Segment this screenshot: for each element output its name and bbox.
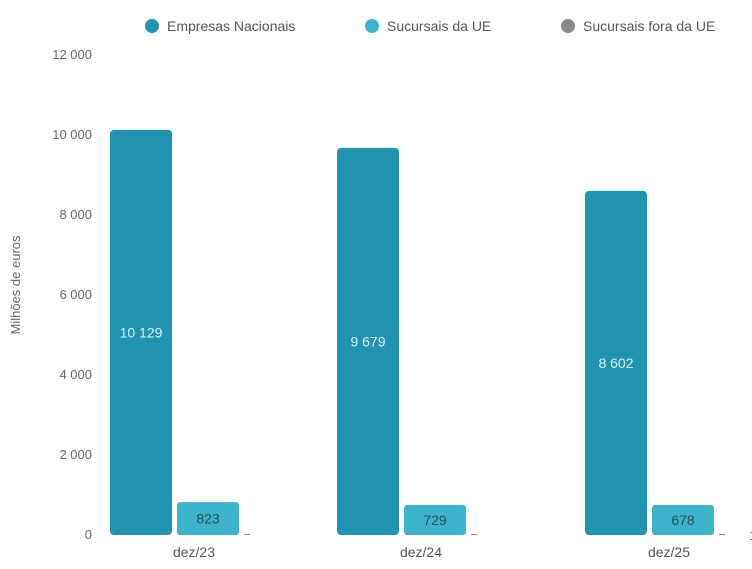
bar-group-dez-25: 8 602 678 1 — [585, 190, 752, 543]
data-label: 729 — [423, 512, 447, 528]
data-label: 1 — [749, 528, 752, 543]
legend-item-sucursais-fora-da-ue[interactable]: Sucursais fora da UE — [561, 18, 715, 34]
y-axis: 0 2 000 4 000 6 000 8 000 10 000 12 000 — [52, 47, 92, 542]
y-axis-label: Milhões de euros — [8, 235, 23, 334]
y-tick-label: 6 000 — [59, 287, 92, 302]
y-tick-label: 2 000 — [59, 447, 92, 462]
plot-area: 10 129 823 9 679 729 8 602 678 1 — [110, 129, 752, 543]
legend-item-sucursais-da-ue[interactable]: Sucursais da UE — [365, 18, 491, 34]
x-tick-label: dez/23 — [173, 544, 215, 560]
y-tick-label: 12 000 — [52, 47, 92, 62]
x-tick-label: dez/24 — [400, 544, 442, 560]
bar-sucursais-da-ue — [652, 505, 714, 535]
data-label: 9 679 — [350, 333, 385, 349]
bar-sucursais-da-ue — [177, 502, 239, 535]
y-tick-label: 10 000 — [52, 127, 92, 142]
y-tick-label: 0 — [85, 527, 92, 542]
data-label: 10 129 — [120, 324, 163, 340]
legend: Empresas Nacionais Sucursais da UE Sucursa… — [145, 18, 715, 34]
y-tick-label: 4 000 — [59, 367, 92, 382]
legend-label: Sucursais da UE — [387, 18, 491, 34]
bar-sucursais-fora-da-ue — [719, 533, 725, 535]
x-axis: dez/23 dez/24 dez/25 — [173, 544, 690, 560]
data-label: 8 602 — [598, 355, 633, 371]
legend-marker — [145, 19, 159, 33]
bar-empresas-nacionais — [337, 147, 399, 535]
x-tick-label: dez/25 — [648, 544, 690, 560]
bar-sucursais-da-ue — [404, 505, 466, 535]
data-label: 823 — [196, 511, 220, 527]
bar-group-dez-23: 10 129 823 — [110, 129, 250, 535]
bar-group-dez-24: 9 679 729 — [337, 147, 477, 535]
bar-sucursais-fora-da-ue — [244, 533, 250, 535]
bar-empresas-nacionais — [585, 190, 647, 536]
legend-label: Sucursais fora da UE — [583, 18, 715, 34]
legend-marker — [561, 19, 575, 33]
legend-item-empresas-nacionais[interactable]: Empresas Nacionais — [145, 18, 295, 34]
y-tick-label: 8 000 — [59, 207, 92, 222]
bar-empresas-nacionais — [110, 129, 172, 535]
bar-sucursais-fora-da-ue — [471, 533, 477, 535]
legend-label: Empresas Nacionais — [167, 18, 295, 34]
legend-marker — [365, 19, 379, 33]
data-label: 678 — [671, 512, 695, 528]
